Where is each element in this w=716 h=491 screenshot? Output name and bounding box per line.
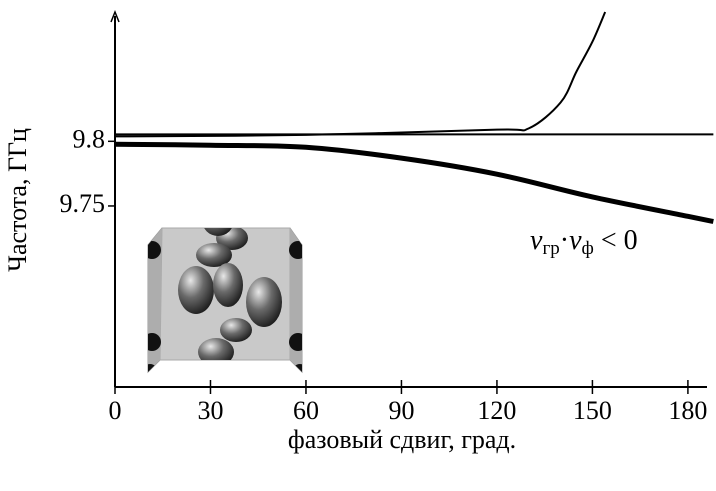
annotation: vгр·vф < 0 xyxy=(530,225,638,259)
y-tick-label: 9.75 xyxy=(60,189,106,218)
plot-area: 0 30 60 90 120 150 180 9.75 9.8 xyxy=(60,9,714,425)
annotation-part: v xyxy=(530,225,543,256)
annotation-part: · xyxy=(560,225,569,256)
annotation-part: v xyxy=(569,225,582,256)
x-tick-label: 180 xyxy=(668,396,707,425)
annotation-part: гр xyxy=(542,238,559,259)
x-tick-label: 30 xyxy=(197,396,223,425)
x-axis-label: фазовый сдвиг, град. xyxy=(288,425,516,454)
x-tick-label: 150 xyxy=(573,396,612,425)
annotation-part: ф xyxy=(582,238,594,259)
y-axis-label: Частота, ГГц xyxy=(3,128,32,272)
y-tick-label: 9.8 xyxy=(73,124,106,153)
annotation-part: < 0 xyxy=(594,225,638,256)
x-tick-label: 90 xyxy=(388,396,414,425)
line xyxy=(114,11,607,138)
x-tick-label: 120 xyxy=(477,396,516,425)
line xyxy=(114,141,714,224)
x-tick-label: 60 xyxy=(293,396,319,425)
x-tick-label: 0 xyxy=(109,396,122,425)
inset-image xyxy=(147,227,303,374)
y-axis-arrow xyxy=(110,9,120,23)
